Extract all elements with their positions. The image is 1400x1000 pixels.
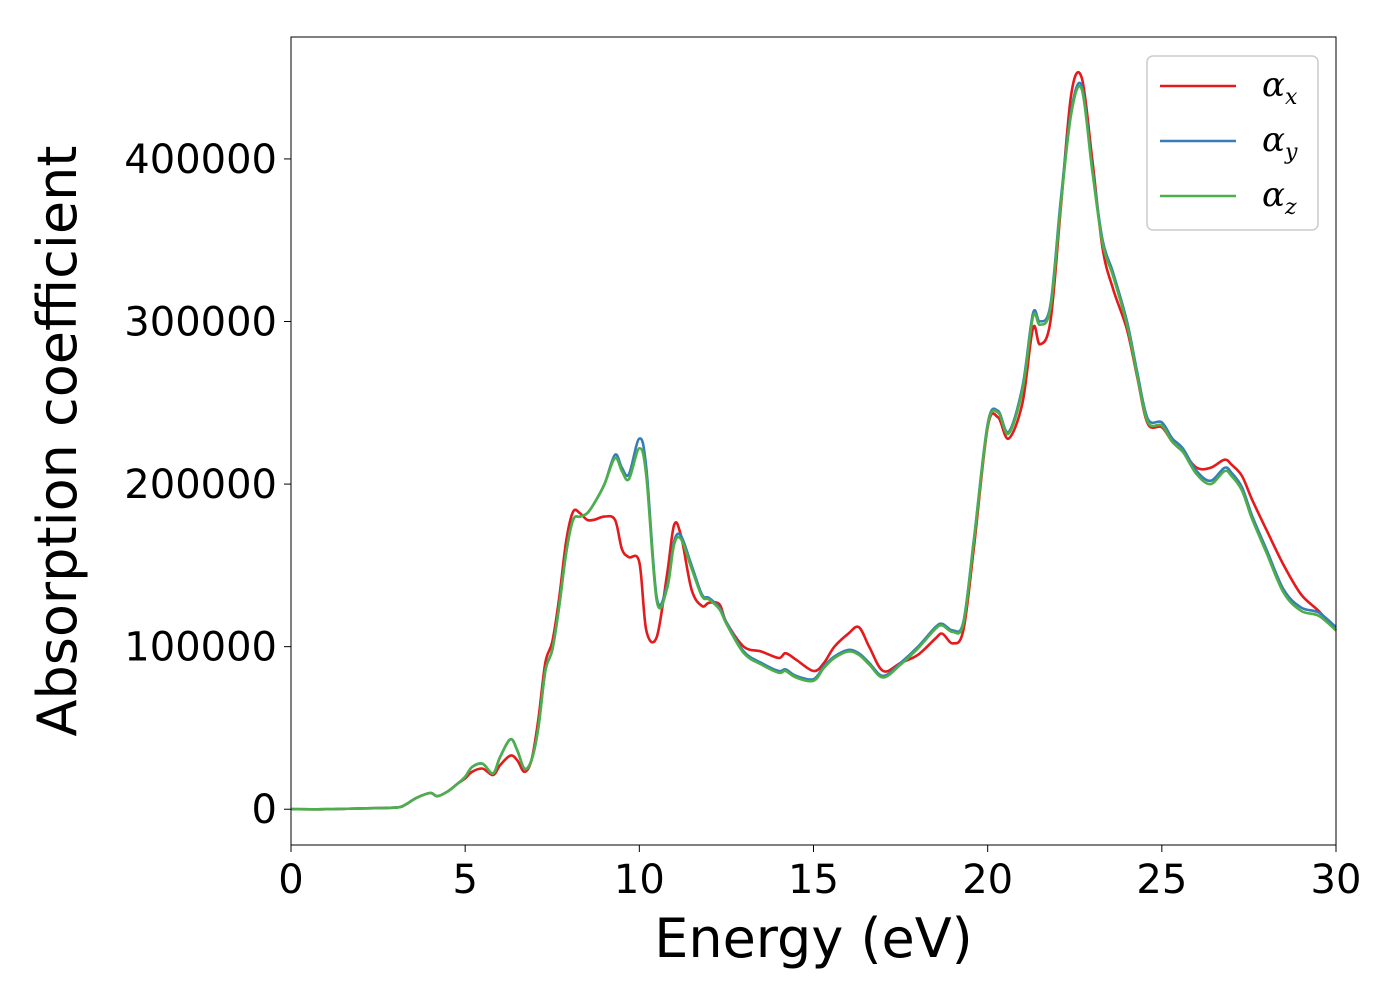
y-tick-label: 100000 bbox=[124, 625, 277, 671]
y-axis: 0 100000 200000 300000 400000 bbox=[124, 137, 291, 833]
y-tick-label: 300000 bbox=[124, 300, 277, 346]
x-tick-label: 15 bbox=[788, 857, 839, 903]
y-tick-label: 0 bbox=[252, 787, 277, 833]
x-tick-label: 20 bbox=[962, 857, 1013, 903]
y-tick-label: 200000 bbox=[124, 462, 277, 508]
legend-subscript: x bbox=[1285, 85, 1298, 110]
y-axis-title: Absorption coefficient bbox=[26, 146, 89, 737]
x-tick-label: 5 bbox=[452, 857, 477, 903]
x-tick-label: 10 bbox=[614, 857, 665, 903]
legend-subscript: y bbox=[1284, 140, 1298, 165]
legend-label-alpha-x: αx bbox=[1262, 65, 1298, 110]
y-tick-label: 400000 bbox=[124, 137, 277, 183]
legend-box bbox=[1146, 55, 1319, 231]
x-tick-label: 0 bbox=[278, 857, 303, 903]
series-line-alpha-z bbox=[290, 84, 1337, 811]
x-axis-title: Energy (eV) bbox=[654, 907, 973, 970]
legend-subscript: z bbox=[1284, 195, 1297, 220]
x-axis: 0 5 10 15 20 25 30 bbox=[278, 845, 1361, 903]
x-tick-label: 30 bbox=[1311, 857, 1362, 903]
series-layer bbox=[290, 70, 1337, 811]
x-tick-label: 25 bbox=[1136, 857, 1187, 903]
